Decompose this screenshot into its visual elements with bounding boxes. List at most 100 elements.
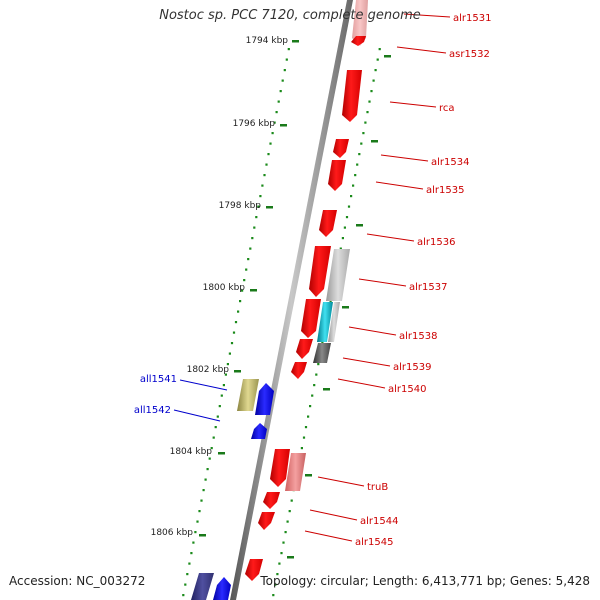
track-dot — [317, 363, 320, 366]
gene-rca[interactable] — [342, 70, 362, 122]
track-dot — [288, 510, 291, 513]
track-dot — [271, 132, 274, 135]
gene-label[interactable]: truB — [367, 482, 388, 493]
track-dot — [276, 573, 279, 576]
gene-label[interactable]: all1541 — [140, 374, 177, 385]
genome-backbone — [230, 0, 353, 600]
track-dot — [286, 520, 289, 523]
track-dot — [362, 132, 365, 135]
track-dot — [269, 142, 272, 145]
gene-alr1531[interactable] — [351, 36, 366, 46]
track-dot — [360, 142, 363, 145]
track-dot — [214, 426, 217, 429]
track-dot — [206, 468, 209, 471]
gene-alr1544[interactable] — [263, 492, 280, 509]
gene-label[interactable]: alr1539 — [393, 362, 431, 373]
tick-mark — [384, 55, 391, 58]
track-dot — [202, 489, 205, 492]
gene-truB-b[interactable] — [285, 453, 306, 491]
track-dot — [184, 583, 187, 586]
track-dot — [226, 363, 229, 366]
gene-label[interactable]: alr1540 — [388, 384, 426, 395]
track-dot — [220, 394, 223, 397]
gene-alr1538-c[interactable] — [328, 302, 340, 342]
track-dot — [315, 373, 318, 376]
tick-mark — [342, 306, 349, 309]
track-dot — [311, 394, 314, 397]
track-dot — [182, 594, 185, 597]
gene-label[interactable]: alr1536 — [417, 237, 455, 248]
gene-alr1536[interactable] — [319, 210, 337, 237]
gene-prev[interactable] — [213, 577, 231, 600]
track-dot — [368, 100, 371, 103]
track-dot — [245, 268, 248, 271]
track-dot — [212, 436, 215, 439]
tick-mark — [287, 556, 294, 559]
track-dot — [194, 531, 197, 534]
genome-title: Nostoc sp. PCC 7120, complete genome — [159, 8, 421, 23]
track-dot — [285, 58, 288, 61]
kbp-label: 1796 kbp — [233, 119, 276, 129]
track-dot — [186, 573, 189, 576]
gene-prev-b[interactable] — [191, 573, 214, 600]
reverse-leader-lines — [173, 379, 228, 422]
gene-alr1539[interactable] — [296, 339, 313, 359]
track-dot — [188, 562, 191, 565]
track-dot — [255, 216, 258, 219]
track-dot — [196, 520, 199, 523]
gene-label[interactable]: alr1538 — [399, 331, 437, 342]
track-dot — [281, 79, 284, 82]
gene-all1541-b[interactable] — [237, 379, 259, 411]
gene-all1542[interactable] — [251, 423, 267, 439]
track-dot — [241, 289, 244, 292]
gene-label[interactable]: alr1535 — [426, 185, 464, 196]
kbp-label: 1806 kbp — [151, 528, 194, 538]
track-dot — [274, 583, 277, 586]
gene-label[interactable]: asr1532 — [449, 49, 490, 60]
gene-alr1531[interactable] — [352, 0, 368, 46]
track-dot — [350, 195, 353, 198]
gene-label[interactable]: alr1545 — [355, 537, 393, 548]
track-dot — [249, 247, 252, 250]
track-dot — [265, 163, 268, 166]
track-dot — [216, 415, 219, 418]
tick-mark — [250, 289, 257, 292]
track-dot — [232, 331, 236, 334]
track-dot — [261, 184, 264, 187]
gene-truB[interactable] — [270, 449, 290, 487]
gene-alr1537[interactable] — [309, 246, 331, 297]
kbp-label: 1804 kbp — [170, 447, 213, 457]
gene-next[interactable] — [245, 559, 263, 581]
gene-alr1540[interactable] — [291, 362, 307, 379]
gene-label[interactable]: alr1537 — [409, 282, 447, 293]
track-dot — [239, 300, 242, 303]
gene-label[interactable]: rca — [439, 103, 455, 114]
gene-alr1534[interactable] — [333, 139, 349, 158]
track-dot — [287, 48, 290, 51]
track-dot — [198, 510, 201, 513]
track-dot — [273, 121, 276, 124]
track-dot — [263, 174, 266, 177]
track-dot — [224, 373, 227, 376]
track-dot — [370, 90, 373, 93]
gene-all1541[interactable] — [255, 383, 274, 415]
gene-label[interactable]: alr1544 — [360, 516, 398, 527]
track-dot — [366, 111, 369, 114]
track-dot — [345, 216, 349, 219]
track-dot — [243, 279, 246, 282]
track-dot — [356, 163, 359, 166]
gene-alr1538[interactable] — [301, 299, 321, 338]
gene-label[interactable]: alr1531 — [453, 13, 491, 24]
kbp-ticks — [199, 40, 391, 559]
gene-alr1535[interactable] — [328, 160, 346, 191]
track-dot — [259, 195, 262, 198]
track-dot — [230, 342, 234, 345]
gene-label[interactable]: alr1534 — [431, 157, 469, 168]
gene-label[interactable]: all1542 — [134, 405, 171, 416]
gene-alr1545[interactable] — [258, 512, 275, 530]
gene-alr1538-b[interactable] — [317, 302, 333, 342]
kbp-label: 1794 kbp — [246, 36, 289, 46]
gene-alr1537-b[interactable] — [326, 249, 350, 301]
gene-alr1539-b[interactable] — [313, 343, 331, 363]
